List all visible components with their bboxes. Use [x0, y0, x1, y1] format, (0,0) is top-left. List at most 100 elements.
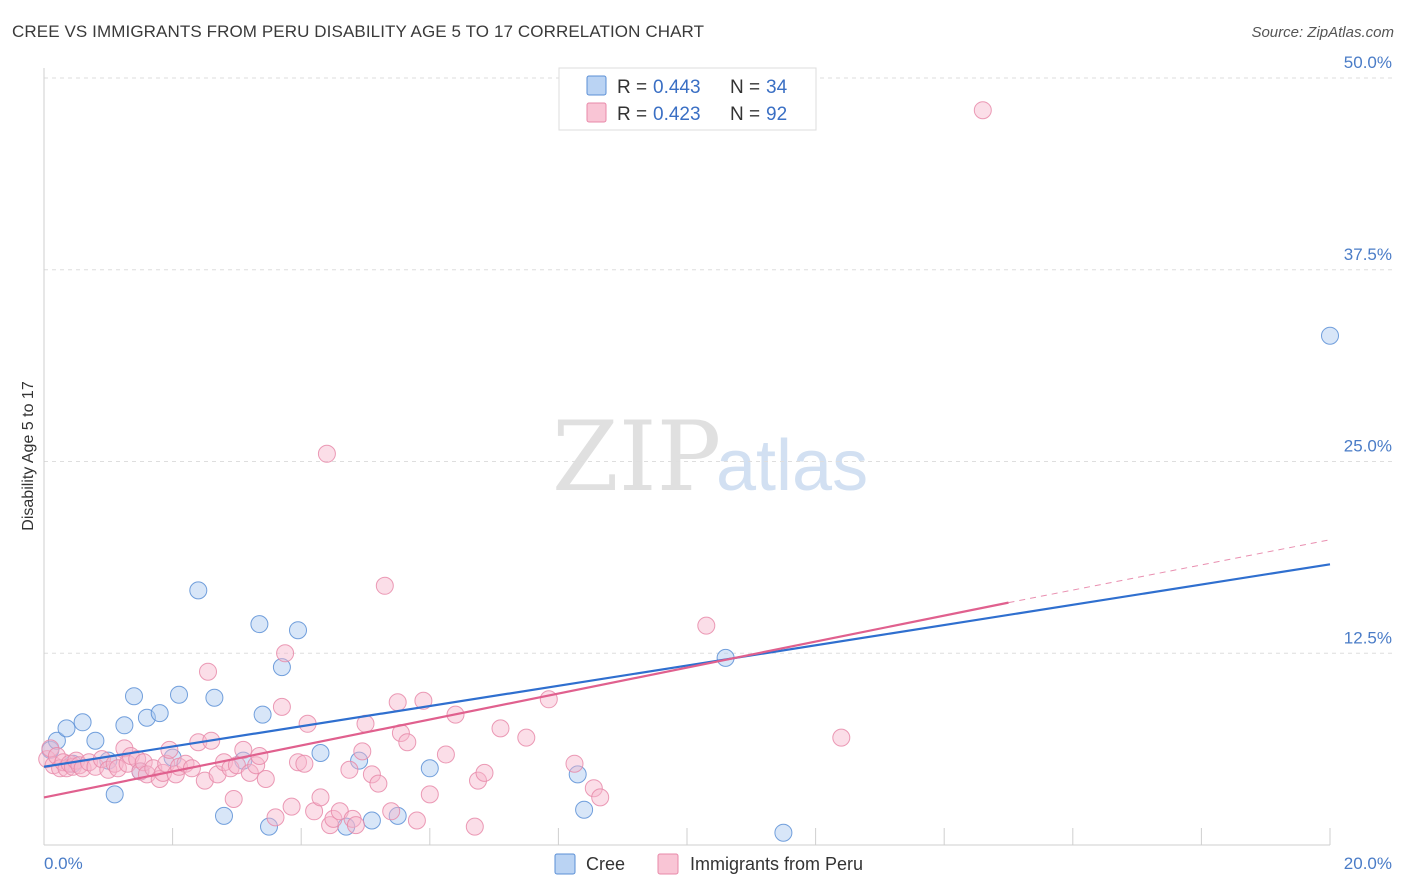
watermark-atlas: atlas: [716, 426, 868, 506]
data-point: [240, 763, 259, 782]
data-point: [346, 816, 365, 835]
data-point: [256, 770, 275, 788]
data-point: [57, 719, 76, 738]
data-point: [398, 733, 417, 752]
x-tick-label-max: 20.0%: [1344, 854, 1392, 873]
data-point: [388, 806, 407, 825]
data-point: [832, 728, 851, 747]
trend-line-cree: [43, 563, 1331, 768]
watermark: ZIP atlas: [552, 401, 868, 513]
x-tick-label-min: 0.0%: [44, 854, 83, 873]
data-point: [469, 771, 487, 790]
data-point: [568, 765, 587, 784]
legend-swatch-peru: [586, 102, 607, 123]
legend-r-label-cree: R =: [617, 77, 647, 98]
y-tick-label-1: 25.0%: [1344, 437, 1392, 456]
series-legend-swatch-cree: [554, 853, 576, 875]
data-point: [105, 785, 124, 804]
data-point: [215, 806, 233, 825]
data-point: [517, 728, 536, 747]
data-point: [150, 704, 169, 723]
y-tick-labels: 12.5% 25.0% 37.5% 50.0%: [1344, 53, 1392, 647]
data-point: [311, 788, 330, 807]
data-point: [375, 576, 394, 595]
watermark-zip: ZIP: [552, 401, 721, 513]
legend-r-value-cree: 0.443: [653, 77, 701, 98]
data-point: [250, 615, 269, 634]
data-point: [125, 687, 143, 706]
legend-n-value-cree: 34: [766, 77, 788, 98]
data-point: [73, 713, 92, 732]
data-point: [266, 808, 285, 827]
data-point: [1321, 326, 1339, 345]
legend-swatch-cree: [586, 75, 607, 96]
legend-r-value-peru: 0.423: [653, 104, 701, 125]
data-point: [436, 745, 455, 764]
data-point: [591, 788, 610, 807]
data-point: [189, 581, 208, 600]
trend-lines: [43, 539, 1331, 799]
data-point: [774, 823, 793, 842]
data-point: [224, 790, 243, 808]
data-point: [108, 759, 127, 778]
legend-r-label-peru: R =: [617, 104, 647, 125]
stats-legend: R = 0.443 N = 34 R = 0.423 N = 92: [558, 67, 817, 131]
gridlines: [44, 77, 1392, 654]
data-point: [362, 765, 381, 784]
series-legend-swatch-peru: [657, 853, 679, 875]
x-tick-marks: [43, 828, 1331, 845]
legend-n-label-peru: N =: [730, 104, 760, 125]
data-point: [276, 644, 295, 663]
data-point: [289, 621, 307, 640]
data-point: [369, 774, 388, 793]
data-point: [565, 754, 584, 773]
data-point: [47, 731, 66, 750]
chart-title: CREE VS IMMIGRANTS FROM PERU DISABILITY …: [12, 22, 705, 41]
data-point: [317, 444, 336, 463]
data-point: [272, 658, 291, 677]
trend-line-peru: [43, 601, 1009, 799]
series-legend-label-cree: Cree: [586, 854, 625, 874]
data-point: [205, 688, 224, 707]
data-point: [282, 797, 301, 816]
data-point: [199, 662, 217, 681]
data-point: [414, 691, 433, 710]
data-point: [362, 811, 381, 830]
data-point: [575, 800, 594, 819]
data-point: [86, 731, 105, 750]
data-point: [407, 811, 426, 830]
series-legend-label-peru: Immigrants from Peru: [690, 854, 863, 874]
legend-n-value-peru: 92: [766, 104, 787, 125]
data-point: [353, 742, 372, 761]
data-point: [388, 693, 407, 712]
data-point: [253, 705, 272, 724]
data-point: [973, 101, 992, 120]
data-point: [272, 697, 291, 716]
y-tick-label-3: 50.0%: [1344, 53, 1392, 72]
data-point: [420, 785, 439, 804]
data-point: [234, 740, 253, 759]
y-tick-label-0: 12.5%: [1344, 628, 1392, 647]
data-point: [465, 817, 484, 836]
data-point: [260, 817, 278, 836]
data-point: [160, 740, 179, 759]
data-point: [584, 779, 603, 798]
source-credit: Source: ZipAtlas.com: [1251, 24, 1394, 41]
data-point: [324, 809, 343, 828]
data-point: [115, 716, 134, 735]
y-axis-label: Disability Age 5 to 17: [20, 381, 37, 531]
data-point: [697, 616, 716, 635]
data-point: [475, 763, 494, 782]
data-point: [340, 760, 359, 779]
data-point: [170, 685, 188, 704]
data-point: [491, 719, 510, 738]
data-point: [289, 753, 307, 772]
data-point: [420, 759, 439, 778]
y-tick-label-2: 37.5%: [1344, 245, 1392, 264]
series-legend: Cree Immigrants from Peru: [554, 853, 863, 875]
data-point: [295, 754, 314, 773]
data-point: [311, 744, 330, 762]
legend-n-label-cree: N =: [730, 77, 760, 98]
data-point: [382, 802, 401, 821]
